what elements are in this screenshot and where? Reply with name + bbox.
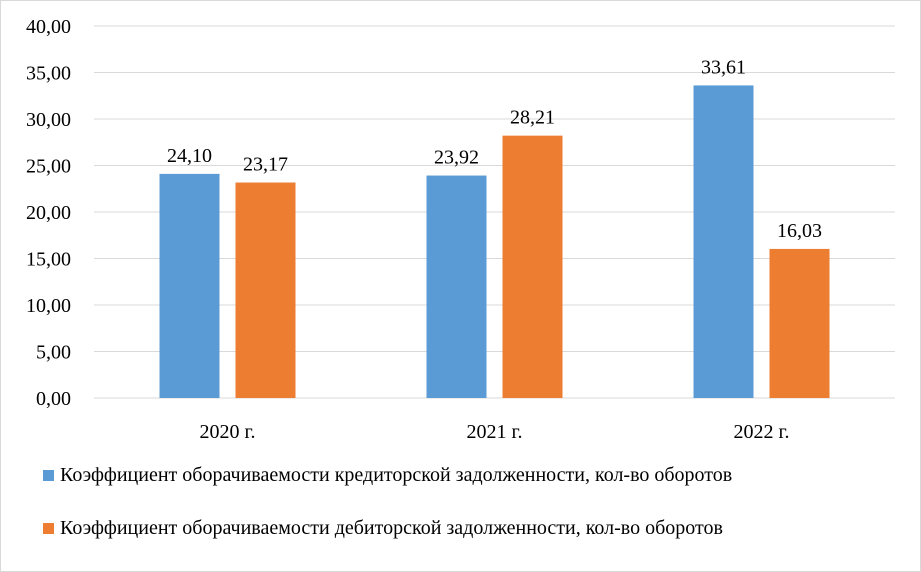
legend-label-payables: Коэффициент оборачиваемости кредиторской… xyxy=(60,463,733,486)
bar-payables xyxy=(426,175,487,398)
bar-receivables xyxy=(502,135,563,398)
x-tick-label: 2020 г. xyxy=(200,421,256,443)
y-tick-label: 25,00 xyxy=(26,156,71,178)
y-tick-label: 0,00 xyxy=(36,388,71,410)
legend-item-receivables: Коэффициент оборачиваемости дебиторской … xyxy=(43,516,732,540)
x-axis-ticks: 2020 г. 2021 г. 2022 г. xyxy=(200,421,790,443)
y-axis-ticks: 0,00 5,00 10,00 15,00 20,00 25,00 30,00 35,00 40… xyxy=(26,16,71,410)
data-labels: 24,10 23,17 23,92 28,21 33,61 16,03 xyxy=(167,56,822,241)
legend-label-receivables: Коэффициент оборачиваемости дебиторской … xyxy=(60,516,723,539)
y-tick-label: 15,00 xyxy=(26,249,71,271)
legend-swatch-receivables xyxy=(43,522,54,534)
x-tick-label: 2022 г. xyxy=(734,421,790,443)
bar-chart: 0,00 5,00 10,00 15,00 20,00 25,00 30,00 35,00 40… xyxy=(26,16,895,443)
bar-receivables xyxy=(235,182,296,398)
bar-payables xyxy=(159,173,220,398)
y-tick-label: 30,00 xyxy=(26,109,71,131)
legend-item-payables: Коэффициент оборачиваемости кредиторской… xyxy=(43,463,732,487)
data-label: 33,61 xyxy=(701,56,746,78)
y-tick-label: 10,00 xyxy=(26,295,71,317)
data-label: 24,10 xyxy=(167,145,212,167)
data-label: 28,21 xyxy=(510,107,555,129)
x-tick-label: 2021 г. xyxy=(467,421,523,443)
legend-swatch-payables xyxy=(43,469,54,481)
y-tick-label: 35,00 xyxy=(26,63,71,85)
bar-payables xyxy=(693,85,754,398)
data-label: 23,17 xyxy=(243,154,288,176)
y-tick-label: 5,00 xyxy=(36,342,71,364)
data-label: 16,03 xyxy=(777,220,822,242)
gridlines xyxy=(94,25,895,399)
y-tick-label: 40,00 xyxy=(26,16,71,38)
bars xyxy=(159,85,830,398)
bar-receivables xyxy=(769,248,830,398)
y-tick-label: 20,00 xyxy=(26,202,71,224)
data-label: 23,92 xyxy=(434,147,479,169)
legend: Коэффициент оборачиваемости кредиторской… xyxy=(43,463,732,569)
